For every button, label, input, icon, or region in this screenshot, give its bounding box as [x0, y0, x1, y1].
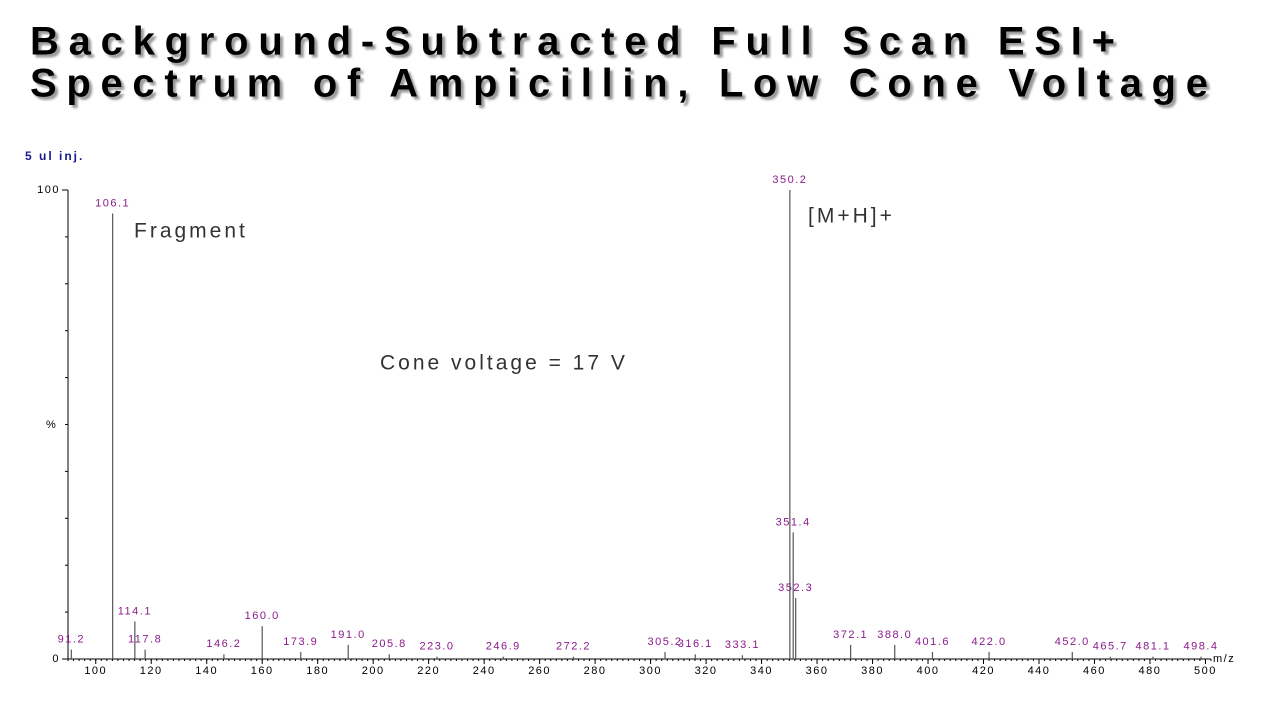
chart-title: Spectrum of Ampicillin, Low Cone Voltage: [30, 62, 1208, 106]
peak-label: 205.8: [372, 638, 407, 650]
peak-label: 465.7: [1093, 641, 1128, 653]
x-tick-label: 200: [362, 665, 385, 677]
y-axis-label: %: [46, 419, 57, 431]
peak-label: 372.1: [833, 629, 868, 641]
x-tick-label: 280: [584, 665, 607, 677]
peak-label: 117.8: [128, 634, 162, 646]
peak-label: 350.2: [772, 174, 807, 186]
peak-label: 106.1: [95, 197, 130, 209]
x-tick-label: 240: [473, 665, 496, 677]
x-tick-label: 420: [972, 665, 995, 677]
peak-label: 352.3: [778, 582, 813, 594]
note: 5 ul inj.: [25, 149, 84, 163]
peak-label: 351.4: [776, 516, 811, 528]
peak-label: 191.0: [331, 629, 366, 641]
peak-label: 305.2: [648, 636, 683, 648]
peak-label: 146.2: [206, 638, 241, 650]
x-tick-label: 320: [695, 665, 718, 677]
peak-label: 223.0: [419, 641, 454, 653]
x-tick-label: 340: [750, 665, 773, 677]
y-tick-label: 0: [52, 653, 60, 665]
peak-label: 498.4: [1183, 641, 1218, 653]
x-tick-label: 380: [861, 665, 884, 677]
peak-label: 91.2: [58, 634, 85, 646]
peak-label: 422.0: [972, 636, 1007, 648]
peak-label: 246.9: [486, 641, 521, 653]
x-axis-label: m/z: [1213, 653, 1235, 665]
peak-label: 114.1: [118, 605, 152, 617]
peak-label: 333.1: [725, 639, 760, 651]
annotation: Fragment: [134, 220, 248, 243]
chart-title: Background-Subtracted Full Scan ESI+: [30, 20, 1115, 64]
peak-label: 401.6: [915, 636, 950, 648]
x-tick-label: 500: [1194, 665, 1217, 677]
x-tick-label: 140: [195, 665, 218, 677]
annotation: [M+H]+: [808, 205, 895, 228]
peak-label: 272.2: [556, 641, 591, 653]
x-tick-label: 360: [806, 665, 829, 677]
x-tick-label: 460: [1083, 665, 1106, 677]
x-tick-label: 300: [639, 665, 662, 677]
x-tick-label: 180: [306, 665, 329, 677]
peak-label: 452.0: [1055, 636, 1090, 648]
x-tick-label: 440: [1028, 665, 1051, 677]
x-tick-label: 100: [84, 665, 107, 677]
y-tick-label: 100: [37, 184, 60, 196]
x-tick-label: 160: [251, 665, 274, 677]
peak-label: 388.0: [877, 629, 912, 641]
x-tick-label: 480: [1139, 665, 1162, 677]
peak-label: 160.0: [245, 610, 280, 622]
x-tick-label: 220: [417, 665, 440, 677]
peak-label: 316.1: [678, 638, 713, 650]
x-tick-label: 400: [917, 665, 940, 677]
x-tick-label: 260: [528, 665, 551, 677]
annotation: Cone voltage = 17 V: [380, 352, 628, 375]
peak-label: 173.9: [283, 636, 318, 648]
peak-label: 481.1: [1136, 641, 1171, 653]
x-tick-label: 120: [140, 665, 163, 677]
